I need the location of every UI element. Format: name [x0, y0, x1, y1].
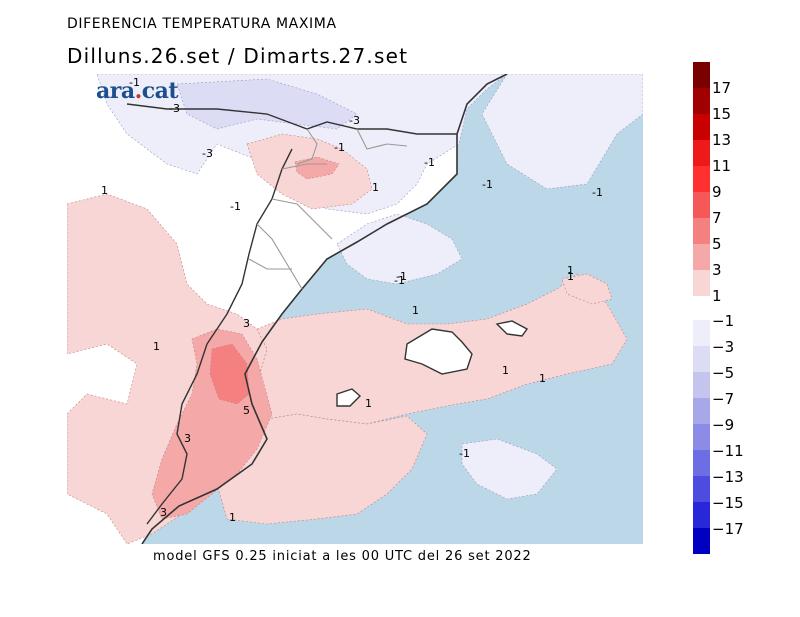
legend-swatch-warm	[693, 244, 710, 270]
cold-area-east-sea	[481, 74, 643, 190]
legend-label: −11	[712, 442, 744, 460]
menorca-island	[495, 320, 529, 337]
legend-swatch-warm	[693, 140, 710, 166]
contour-label: -1	[424, 156, 435, 169]
warm-area-menorca	[561, 273, 613, 305]
legend-label: −3	[712, 338, 735, 356]
legend-label: 9	[712, 183, 722, 201]
contour-label: -1	[334, 141, 345, 154]
contour-label: 1	[502, 364, 509, 377]
legend-label: −9	[712, 416, 735, 434]
contour-label: -3	[202, 147, 213, 160]
legend-label: 1	[712, 287, 722, 305]
province-borders	[248, 128, 408, 290]
contour-label: 1	[365, 397, 372, 410]
contour-label: -3	[349, 114, 360, 127]
cold-area-ne-sea	[336, 213, 463, 285]
warm-area-3-north	[294, 156, 340, 180]
legend-swatch-cold	[693, 372, 710, 398]
contour-label: 1	[567, 270, 574, 283]
temperature-difference-map: -1 -3 -3 -1 -3 -1 -1 -1 -1 1 1 -1 -1 1 1…	[67, 74, 643, 544]
legend-swatch-cold	[693, 346, 710, 372]
legend-label: −1	[712, 312, 735, 330]
country-border	[126, 103, 457, 135]
contour-label: -1	[230, 200, 241, 213]
legend-label: 3	[712, 261, 722, 279]
contour-label: 1	[412, 304, 419, 317]
mallorca-island	[404, 328, 473, 375]
legend-swatch-cold	[693, 502, 710, 528]
legend-swatch-cold	[693, 398, 710, 424]
contour-label: -1	[394, 274, 405, 287]
contour-label: 1	[153, 340, 160, 353]
contour-label: 1	[539, 372, 546, 385]
legend-label: −17	[712, 520, 744, 538]
contour-label: -1	[396, 270, 407, 283]
legend-swatch-warm	[693, 88, 710, 114]
legend-label: 13	[712, 131, 732, 149]
contour-label: -1	[129, 76, 140, 89]
legend-swatch-warm	[693, 192, 710, 218]
legend-label: 5	[712, 235, 722, 253]
contour-label: 1	[372, 181, 379, 194]
legend-swatch-cold	[693, 528, 710, 554]
legend-label: −7	[712, 390, 735, 408]
contour-label: 1	[229, 511, 236, 524]
contour-label: -1	[459, 447, 470, 460]
legend-label: −5	[712, 364, 735, 382]
legend-swatch-cold	[693, 424, 710, 450]
model-run-caption: model GFS 0.25 iniciat a les 00 UTC del …	[153, 549, 532, 564]
legend-swatch-warm	[693, 218, 710, 244]
legend-swatch-warm	[693, 114, 710, 140]
chart-subtitle-dates: Dilluns.26.set / Dimarts.27.set	[67, 44, 409, 68]
legend-swatch-warm	[693, 62, 710, 88]
ara-cat-logo[interactable]: ara.cat	[96, 78, 179, 104]
chart-title: DIFERENCIA TEMPERATURA MAXIMA	[67, 16, 337, 32]
legend-label: −13	[712, 468, 744, 486]
legend-label: −15	[712, 494, 744, 512]
contour-label: -1	[592, 186, 603, 199]
contour-label: 3	[184, 432, 191, 445]
legend-swatch-cold	[693, 476, 710, 502]
cold-area-north-2	[176, 78, 358, 130]
contour-label: -1	[482, 178, 493, 191]
coastline	[141, 74, 508, 544]
legend-swatch-cold	[693, 450, 710, 476]
legend-swatch-cold	[693, 320, 710, 346]
contour-label: 1	[101, 184, 108, 197]
legend-label: 11	[712, 157, 732, 175]
contour-label: 3	[160, 506, 167, 519]
legend-label: 15	[712, 105, 732, 123]
legend-label: 7	[712, 209, 722, 227]
legend-swatch-warm	[693, 166, 710, 192]
contour-label: 3	[243, 317, 250, 330]
legend-swatch-warm	[693, 270, 710, 296]
warm-area-lower	[216, 413, 428, 525]
cold-area-south-sea	[461, 438, 558, 500]
ibiza-island	[336, 388, 362, 407]
contour-label: 5	[243, 404, 250, 417]
legend-label: 17	[712, 79, 732, 97]
regional-border	[146, 148, 293, 525]
contour-label: -3	[169, 102, 180, 115]
contour-label: 1	[567, 264, 574, 277]
warm-area-5-valencia	[209, 343, 250, 405]
